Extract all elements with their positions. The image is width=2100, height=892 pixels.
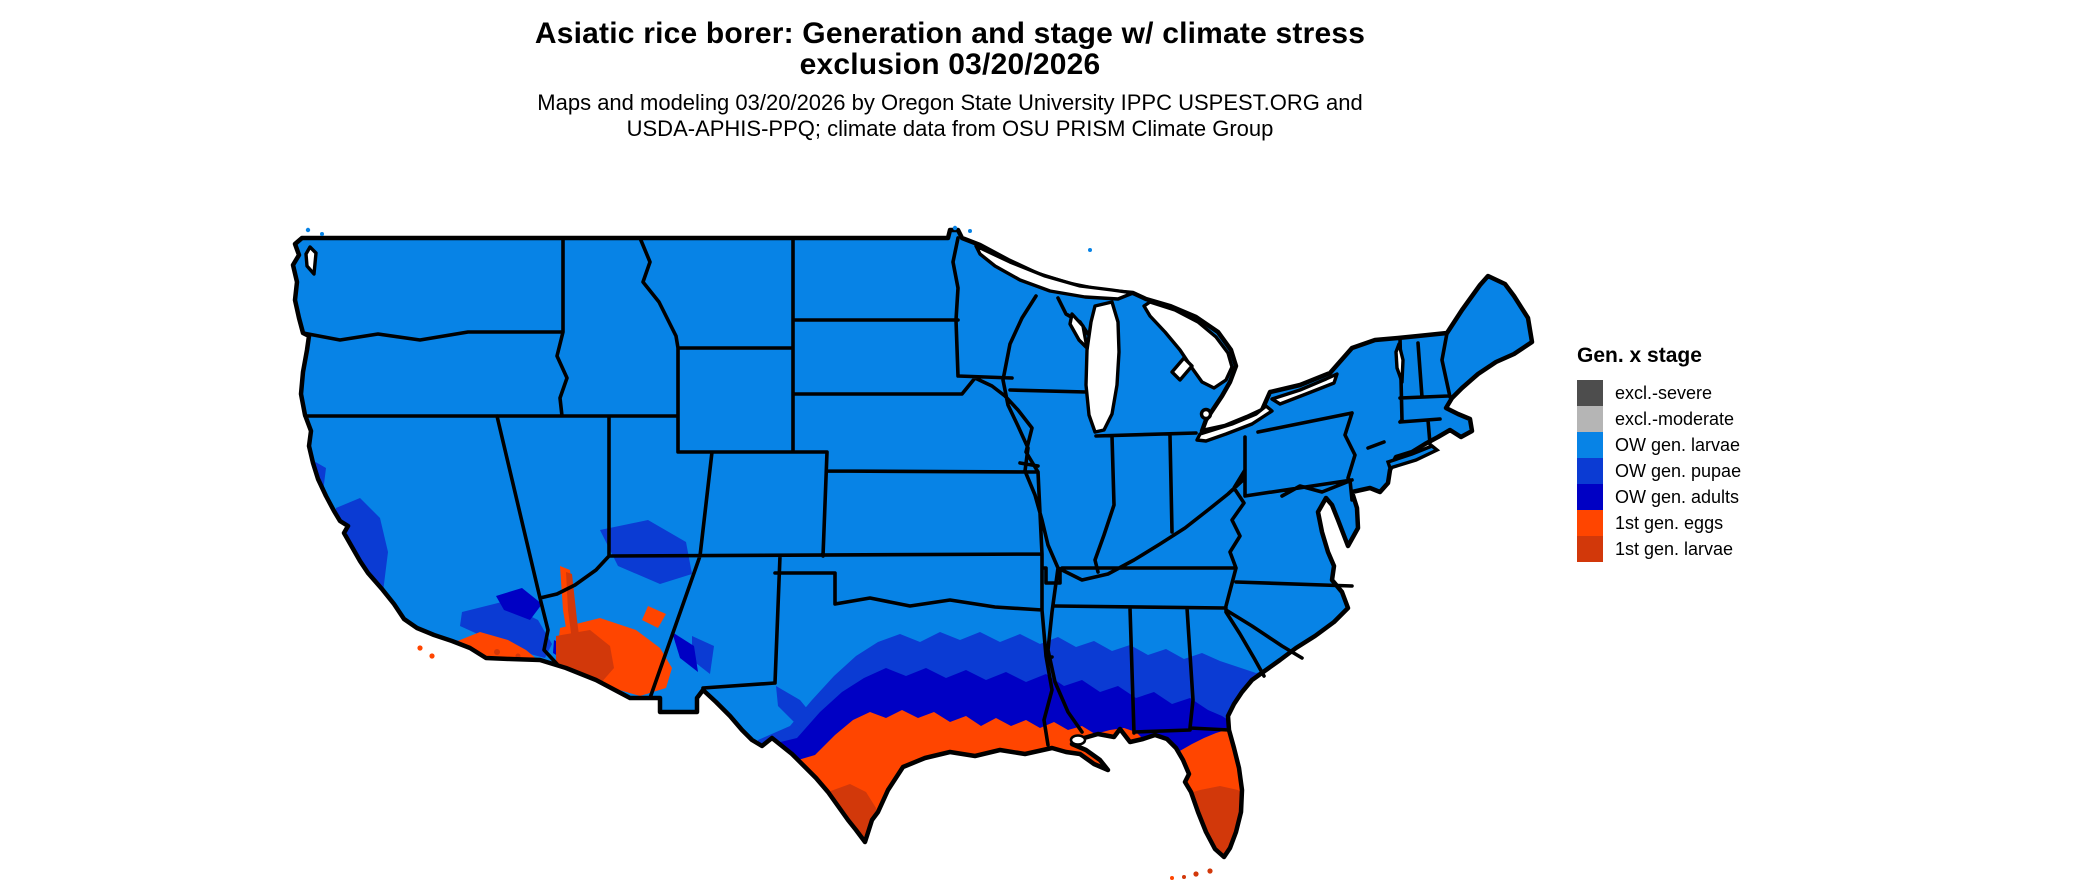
lake-michigan <box>1084 300 1121 434</box>
title-line-2: exclusion 03/20/2026 <box>799 48 1101 81</box>
lake-erie <box>1195 404 1274 443</box>
legend-swatch-1st-gen-eggs <box>1577 510 1603 536</box>
subtitle-line-1: Maps and modeling 03/20/2026 by Oregon S… <box>537 90 1363 115</box>
lake-huron <box>1142 300 1234 390</box>
islands-and-keys <box>305 225 1503 880</box>
legend-label-1st-gen-larvae: 1st gen. larvae <box>1615 539 1734 559</box>
green-bay <box>1068 312 1089 350</box>
long-island <box>1385 444 1441 471</box>
page-title: Asiatic rice borer: Generation and stage… <box>100 18 1800 80</box>
great-lakes <box>304 244 1405 746</box>
lake-superior <box>974 244 1135 301</box>
legend-swatch-ow-pupae <box>1577 458 1603 484</box>
legend-label-excl-moderate: excl.-moderate <box>1615 409 1735 429</box>
legend-label-1st-gen-eggs: 1st gen. eggs <box>1615 513 1724 533</box>
subtitle-line-2: USDA-APHIS-PPQ; climate data from OSU PR… <box>626 116 1274 141</box>
lake-pontchartrain <box>1069 734 1087 746</box>
legend-title: Gen. x stage <box>1577 344 1702 367</box>
legend-label-ow-pupae: OW gen. pupae <box>1615 461 1742 481</box>
lake-st-clair <box>1199 407 1213 421</box>
channel-islands <box>417 645 1174 880</box>
lake-champlain <box>1394 342 1405 384</box>
coastal-islets <box>305 225 1503 364</box>
puget-sound <box>304 245 318 276</box>
legend-swatch-excl-severe <box>1577 380 1603 406</box>
legend-swatch-ow-adults <box>1577 484 1603 510</box>
lake-ontario <box>1270 372 1339 406</box>
legend-label-excl-severe: excl.-severe <box>1615 383 1713 403</box>
title-line-1: Asiatic rice borer: Generation and stage… <box>534 17 1366 50</box>
saginaw-bay <box>1170 356 1194 382</box>
legend-swatch-ow-larvae <box>1577 432 1603 458</box>
legend-swatch-column <box>1577 380 1603 562</box>
legend-swatch-excl-moderate <box>1577 406 1603 432</box>
legend-swatch-1st-gen-larvae <box>1577 536 1603 562</box>
florida-keys <box>1182 868 1213 879</box>
legend-labels: excl.-severe excl.-moderate OW gen. larv… <box>1615 380 1741 562</box>
legend-label-ow-adults: OW gen. adults <box>1615 487 1740 507</box>
legend-label-ow-larvae: OW gen. larvae <box>1615 435 1741 455</box>
map-legend: Gen. x stage excl.-severe excl.-moderate… <box>1577 344 1897 562</box>
map-credits: Maps and modeling 03/20/2026 by Oregon S… <box>100 90 1800 142</box>
